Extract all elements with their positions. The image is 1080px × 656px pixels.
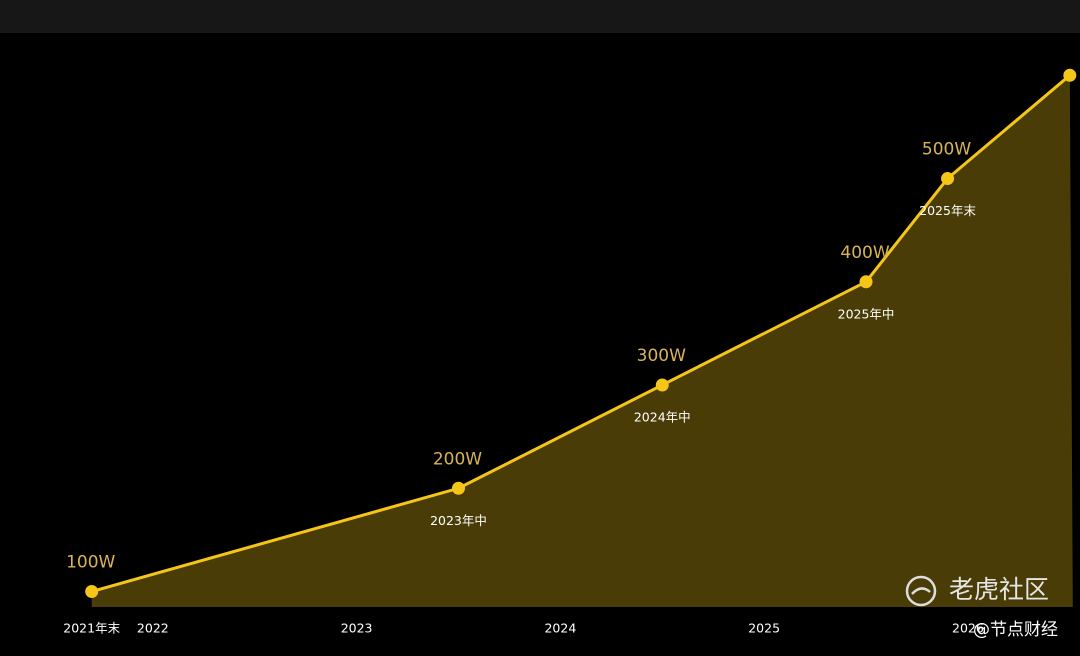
value-label: 200W [433, 449, 482, 469]
point [85, 585, 99, 599]
point [451, 481, 465, 495]
point-label: 2023年中 [430, 513, 487, 528]
watermark-logo [905, 575, 937, 607]
x-tick-label: 2026 [952, 621, 984, 636]
value-label: 100W [66, 553, 115, 573]
watermark: 老虎社区 [949, 575, 1049, 604]
point-label: 2021年末 [63, 621, 120, 636]
area [91, 75, 1073, 607]
point-label: 2025年中 [838, 306, 895, 321]
logo-icon [905, 575, 937, 607]
x-tick-label: 2025 [748, 621, 780, 636]
value-label: 300W [637, 346, 686, 366]
value-label: 400W [840, 243, 889, 263]
x-tick-label: 2022 [137, 621, 169, 636]
point [941, 172, 955, 186]
point-label: 2024年中 [634, 410, 691, 425]
point [1063, 68, 1077, 82]
point [859, 275, 873, 289]
point-label: 2025年末 [919, 203, 976, 218]
x-tick-label: 2023 [341, 621, 373, 636]
logo-icon-mark [911, 587, 931, 595]
top-bar [0, 0, 1080, 33]
x-tick-label: 2024 [544, 621, 576, 636]
point [655, 378, 669, 392]
watermark: @节点财经 [973, 620, 1058, 640]
line [91, 74, 1071, 593]
plot: 2022 2023 2024 2025 2026 100W 2021年末 200W 2023年中… [63, 68, 1077, 636]
value-label: 500W [922, 140, 971, 160]
